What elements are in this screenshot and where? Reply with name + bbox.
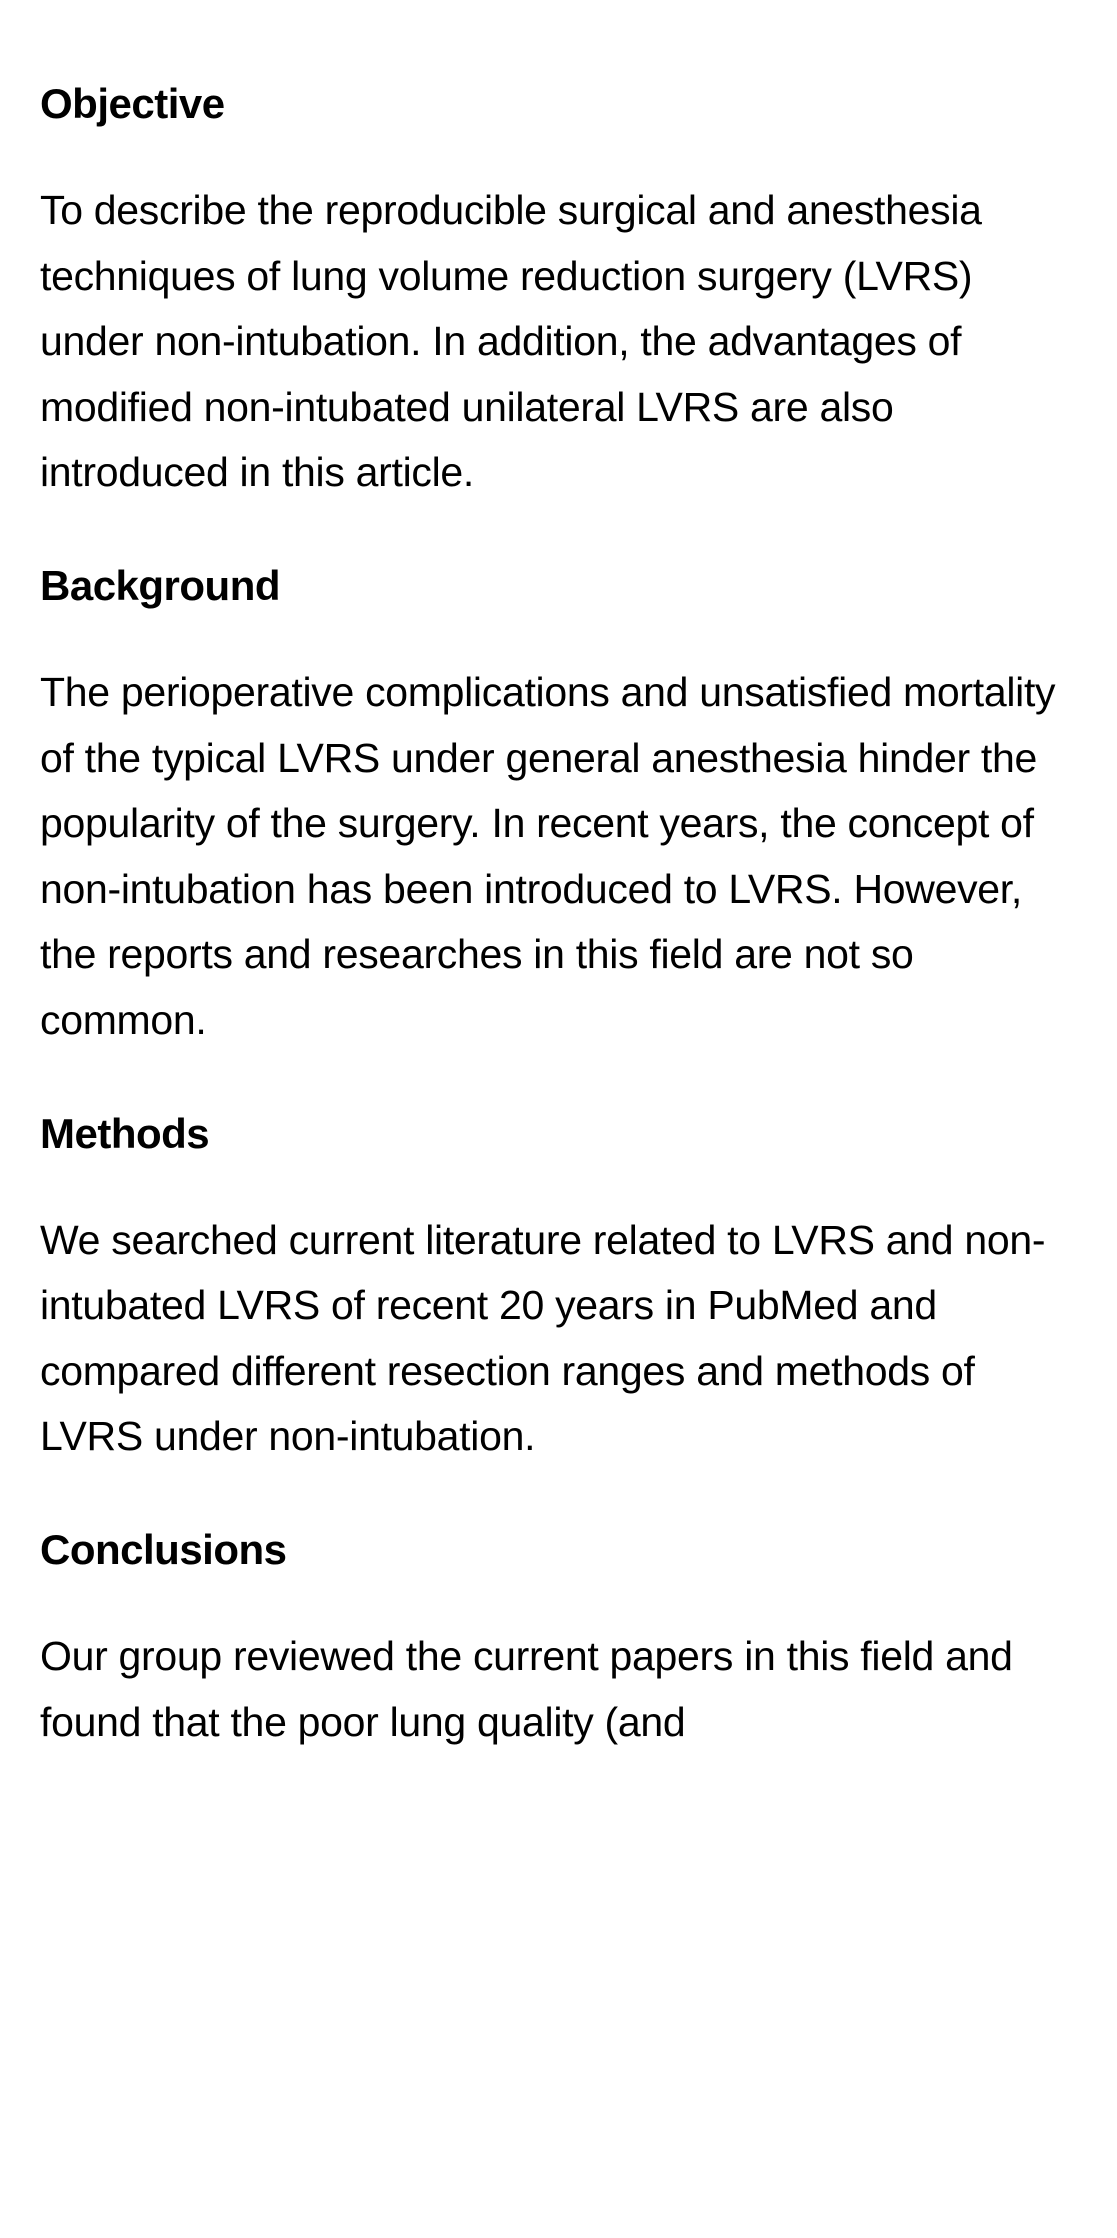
section-heading-conclusions: Conclusions [40,1526,1077,1574]
section-heading-methods: Methods [40,1110,1077,1158]
section-heading-background: Background [40,562,1077,610]
section-body-methods: We searched current literature related t… [40,1208,1077,1470]
section-body-background: The perioperative complications and unsa… [40,660,1077,1054]
section-body-conclusions: Our group reviewed the current papers in… [40,1624,1077,1755]
section-heading-objective: Objective [40,80,1077,128]
section-body-objective: To describe the reproducible surgical an… [40,178,1077,506]
